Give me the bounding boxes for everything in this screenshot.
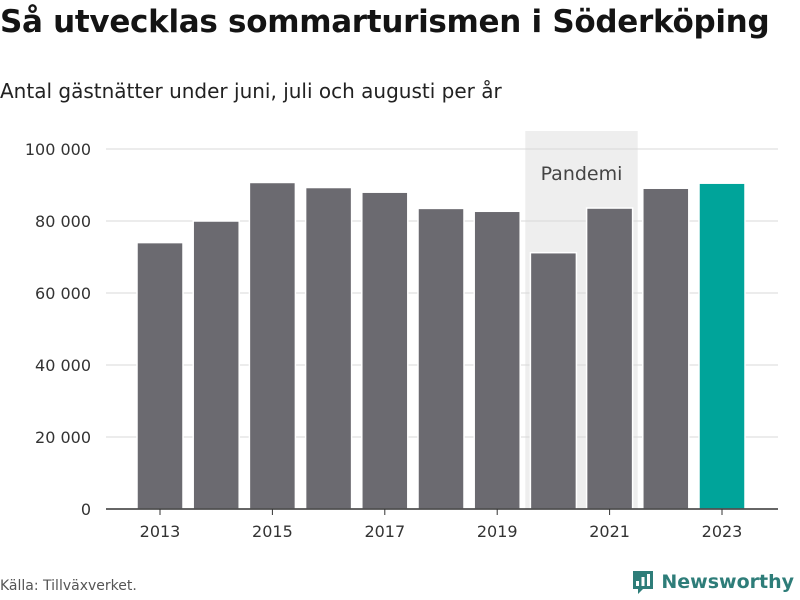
- source-note: Källa: Tillväxverket.: [0, 578, 137, 594]
- axes: 0 20 000 40 000 60 000 80 000 100 000 2013 2015…: [25, 140, 778, 541]
- y-tick-label: 60 000: [35, 284, 91, 303]
- annotation-label: Pandemi: [541, 163, 623, 185]
- y-tick-label: 100 000: [25, 140, 91, 159]
- x-tick-label: 2021: [589, 522, 630, 541]
- y-tick-label: 20 000: [35, 428, 91, 447]
- chart-subtitle: Antal gästnätter under juni, juli och au…: [0, 79, 502, 103]
- newsworthy-logo-icon: [633, 571, 654, 594]
- bars: [136, 181, 746, 510]
- y-tick-label: 0: [81, 500, 91, 519]
- y-tick-label: 40 000: [35, 356, 91, 375]
- bar-2020: [529, 251, 578, 510]
- bar-2017: [361, 191, 409, 510]
- bar-2022: [642, 187, 690, 510]
- x-tick-label: 2015: [252, 522, 293, 541]
- y-tick-label: 80 000: [35, 212, 91, 231]
- x-tick-label: 2013: [140, 522, 181, 541]
- x-tick-label: 2019: [477, 522, 518, 541]
- bar-2013: [136, 241, 184, 510]
- bar-2021: [585, 207, 634, 510]
- x-tick-label: 2023: [702, 522, 743, 541]
- bar-2019: [473, 210, 521, 510]
- bar-2023: [698, 182, 746, 510]
- bar-2016: [304, 186, 353, 510]
- bar-2018: [417, 207, 465, 510]
- brand-logo[interactable]: Newsworthy: [631, 569, 794, 595]
- bar-2015: [248, 181, 297, 510]
- x-tick-label: 2017: [364, 522, 405, 541]
- brand-name: Newsworthy: [661, 571, 794, 593]
- bar-2014: [192, 220, 240, 510]
- chart-title: Så utvecklas sommarturismen i Söderköpin…: [0, 4, 770, 40]
